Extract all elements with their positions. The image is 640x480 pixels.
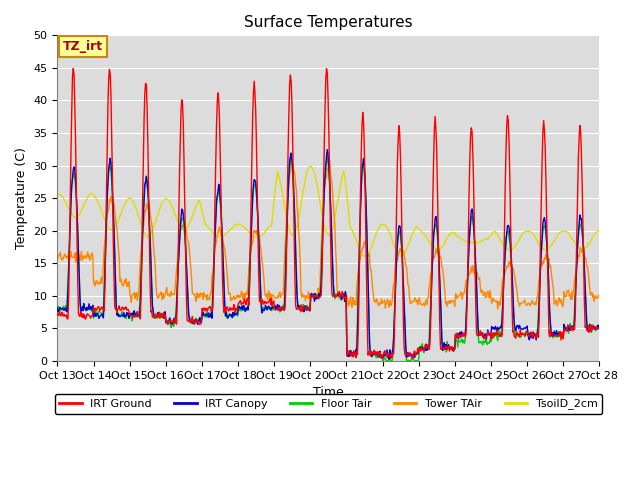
Legend: IRT Ground, IRT Canopy, Floor Tair, Tower TAir, TsoilD_2cm: IRT Ground, IRT Canopy, Floor Tair, Towe…: [55, 394, 602, 414]
Title: Surface Temperatures: Surface Temperatures: [244, 15, 413, 30]
X-axis label: Time: Time: [313, 386, 344, 399]
Text: TZ_irt: TZ_irt: [63, 40, 103, 53]
Y-axis label: Temperature (C): Temperature (C): [15, 147, 28, 249]
